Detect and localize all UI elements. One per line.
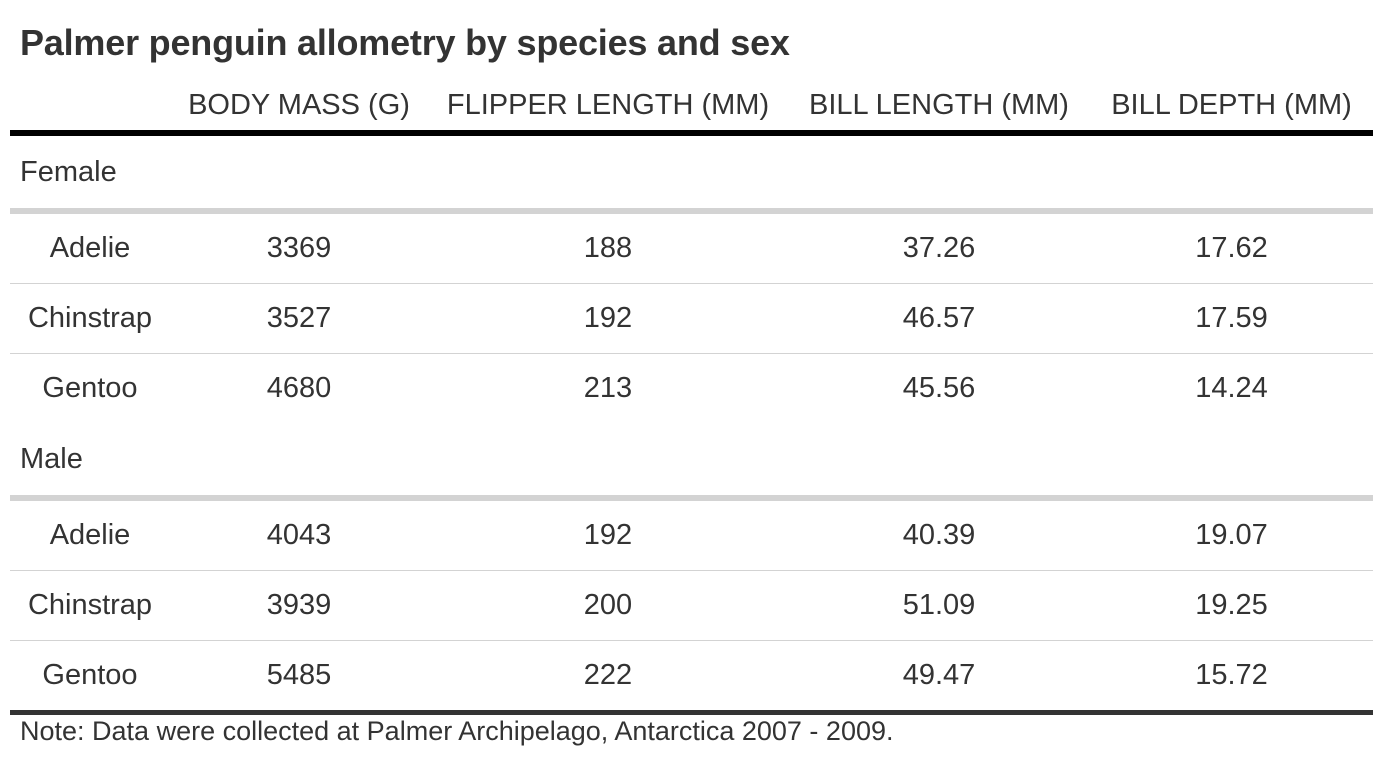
- bill-depth-cell: 14.24: [1195, 372, 1268, 404]
- flipper-length-cell: 192: [428, 283, 788, 354]
- bill-length-cell: 51.09: [788, 570, 1090, 641]
- column-header-bill-length: Bill Length (mm): [788, 80, 1090, 136]
- flipper-length-cell: 192: [428, 498, 788, 571]
- column-header-bill-depth: Bill Depth (mm): [1090, 80, 1373, 136]
- bill-depth-cell: 17.59: [1090, 283, 1373, 354]
- bill-depth-cell: 19.07: [1090, 498, 1373, 571]
- stub-header: [10, 80, 170, 136]
- penguin-table: Body Mass (g) Flipper Length (mm) Bill L…: [10, 80, 1373, 715]
- bill-length-cell: 37.26: [788, 211, 1090, 284]
- table-row: Gentoo 4680 213 45.56 14.24: [10, 354, 1373, 424]
- bill-length-cell: 46.57: [788, 283, 1090, 354]
- species-cell: Gentoo: [10, 640, 170, 715]
- table-title: Palmer penguin allometry by species and …: [20, 22, 790, 63]
- group-row-female: Female: [10, 133, 1373, 214]
- table-row: Adelie 4043 192 40.39 19.07: [10, 498, 1373, 571]
- table-row: Chinstrap 3939 200 51.09 19.25: [10, 570, 1373, 641]
- group-label: Female: [10, 133, 1373, 214]
- flipper-length-cell: 200: [428, 570, 788, 641]
- table-row: Chinstrap 3527 192 46.57 17.59: [10, 283, 1373, 354]
- bill-depth-cell: 15.72: [1090, 640, 1373, 715]
- body-mass-cell: 3527: [170, 283, 428, 354]
- group-row-male: Male: [10, 423, 1373, 501]
- flipper-length-cell: 213: [583, 372, 633, 404]
- species-cell: Gentoo: [42, 372, 138, 404]
- body-mass-cell: 4043: [170, 498, 428, 571]
- bill-length-cell: 49.47: [788, 640, 1090, 715]
- body-mass-cell: 3939: [170, 570, 428, 641]
- species-cell: Chinstrap: [10, 570, 170, 641]
- flipper-length-cell: 188: [428, 211, 788, 284]
- bill-length-cell: 45.56: [902, 372, 976, 404]
- body-mass-cell: 5485: [170, 640, 428, 715]
- column-header-body-mass: Body Mass (g): [170, 80, 428, 136]
- table-row: Gentoo 5485 222 49.47 15.72: [10, 640, 1373, 715]
- body-mass-cell: 4680: [266, 372, 332, 404]
- column-header-row: Body Mass (g) Flipper Length (mm) Bill L…: [10, 80, 1373, 136]
- flipper-length-cell: 222: [428, 640, 788, 715]
- bill-length-cell: 40.39: [788, 498, 1090, 571]
- species-cell: Adelie: [10, 498, 170, 571]
- table-row: Adelie 3369 188 37.26 17.62: [10, 211, 1373, 284]
- column-header-flipper-length: Flipper Length (mm): [428, 80, 788, 136]
- group-label: Male: [10, 423, 1373, 501]
- species-cell: Adelie: [10, 211, 170, 284]
- bill-depth-cell: 19.25: [1090, 570, 1373, 641]
- body-mass-cell: 3369: [170, 211, 428, 284]
- species-cell: Chinstrap: [10, 283, 170, 354]
- source-note: Note: Data were collected at Palmer Arch…: [20, 716, 894, 746]
- bill-depth-cell: 17.62: [1090, 211, 1373, 284]
